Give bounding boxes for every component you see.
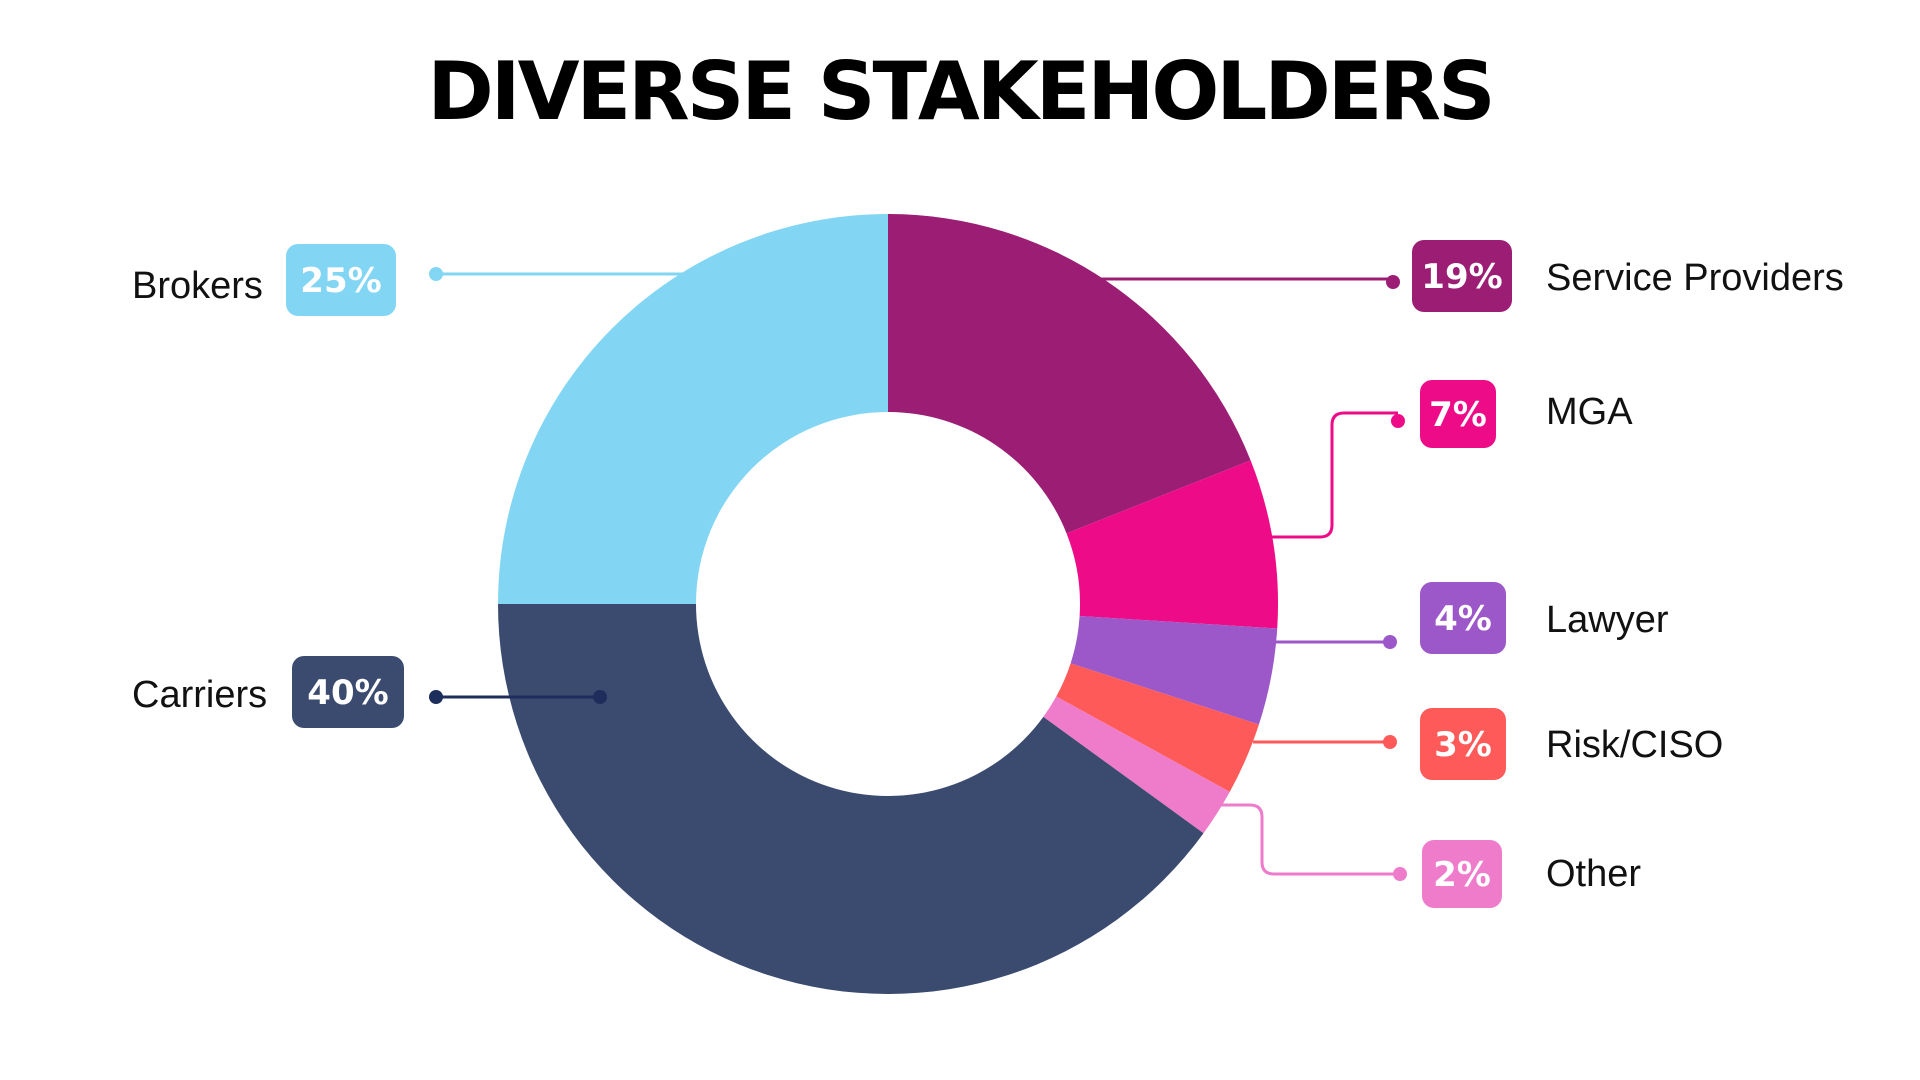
leader-dot-mga <box>1391 414 1405 428</box>
chart-title: DIVERSE STAKEHOLDERS <box>427 45 1495 138</box>
leader-dot-carriers <box>429 690 443 704</box>
badge-brokers <box>286 244 396 316</box>
leader-inner-dot-carriers <box>593 690 607 704</box>
leader-dot-service-providers <box>1386 275 1400 289</box>
badge-service-providers <box>1412 240 1512 312</box>
badge-lawyer <box>1420 582 1506 654</box>
slice-lawyer <box>1070 616 1278 725</box>
leader-line-mga <box>1272 411 1398 539</box>
value-label-service-providers: 19% <box>1421 257 1502 297</box>
leader-dot-risk-ciso <box>1383 735 1397 749</box>
category-label-lawyer: Lawyer <box>1546 599 1669 641</box>
category-label-carriers: Carriers <box>132 674 267 716</box>
leader-dot-other <box>1393 867 1407 881</box>
slice-service-providers <box>888 214 1251 534</box>
value-label-risk-ciso: 3% <box>1434 725 1492 765</box>
value-label-mga: 7% <box>1429 395 1487 435</box>
category-label-brokers: Brokers <box>132 265 263 307</box>
slice-other <box>1043 696 1230 834</box>
category-label-risk-ciso: Risk/CISO <box>1546 724 1723 766</box>
category-label-service-providers: Service Providers <box>1546 257 1844 299</box>
slices-layer <box>498 214 1279 995</box>
badge-other <box>1422 840 1502 908</box>
leader-dot-brokers <box>429 267 443 281</box>
slice-brokers <box>498 214 888 604</box>
category-label-mga: MGA <box>1546 391 1633 433</box>
slice-carriers <box>498 604 1204 995</box>
leader-line-other <box>1217 803 1400 876</box>
labels-layer: 19% Service Providers 7% MGA 4% Lawyer 3% Risk/… <box>132 240 1844 908</box>
value-label-other: 2% <box>1433 855 1491 895</box>
value-label-lawyer: 4% <box>1434 599 1492 639</box>
slice-mga <box>1066 460 1279 629</box>
slice-risk-ciso <box>1056 663 1259 792</box>
value-label-carriers: 40% <box>307 673 388 713</box>
category-label-other: Other <box>1546 853 1641 895</box>
badge-risk-ciso <box>1420 708 1506 780</box>
value-label-brokers: 25% <box>300 261 381 301</box>
badge-carriers <box>292 656 404 728</box>
leader-lines-layer <box>429 267 1407 881</box>
leader-dot-lawyer <box>1383 635 1397 649</box>
badge-mga <box>1420 380 1496 448</box>
